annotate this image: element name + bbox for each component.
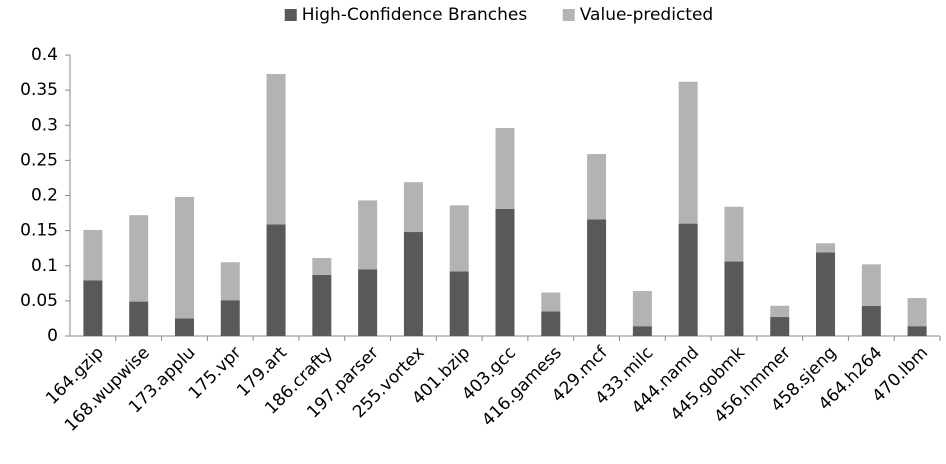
bar-segment (587, 154, 607, 220)
y-tick-label: 0.2 (31, 186, 58, 206)
bar-segment (403, 182, 423, 233)
bar-segment (861, 305, 881, 336)
bar-segment (220, 262, 240, 301)
bar-segment (449, 205, 469, 272)
bar-segment (266, 224, 286, 336)
bar-segment (266, 73, 286, 225)
bar-segment (861, 264, 881, 306)
bar-segment (83, 280, 103, 336)
y-tick-label: 0.3 (31, 115, 58, 135)
bar-segment (816, 252, 836, 336)
legend-label: High-Confidence Branches (302, 5, 528, 25)
bar-segment (174, 318, 194, 336)
y-tick-label: 0.35 (20, 80, 58, 100)
y-tick-label: 0 (47, 326, 58, 346)
legend-label: Value-predicted (580, 5, 713, 25)
y-tick-label: 0.25 (20, 150, 58, 170)
y-tick-label: 0.4 (31, 45, 58, 65)
bar-segment (83, 229, 103, 281)
bar-segment (632, 326, 652, 336)
y-tick-label: 0.1 (31, 256, 58, 276)
legend-swatch (562, 9, 575, 21)
bar-segment (129, 215, 149, 302)
bar-segment (358, 269, 378, 336)
bar-segment (632, 291, 652, 327)
bar-segment (541, 311, 561, 336)
bar-segment (907, 298, 927, 327)
bar-segment (724, 261, 744, 336)
legend-swatch (284, 9, 297, 21)
bar-segment (678, 223, 698, 336)
bar-segment (129, 301, 149, 336)
bar-segment (816, 243, 836, 253)
bar-segment (174, 196, 194, 319)
bar-segment (907, 326, 927, 336)
bar-segment (770, 305, 790, 318)
bar-segment (587, 219, 607, 336)
bar-segment (312, 258, 332, 275)
bar-segment (541, 292, 561, 312)
bar-segment (449, 271, 469, 336)
bar-segment (358, 200, 378, 270)
bar-segment (220, 300, 240, 336)
y-tick-label: 0.05 (20, 291, 58, 311)
bar-segment (770, 317, 790, 336)
y-tick-label: 0.15 (20, 221, 58, 241)
bar-segment (403, 232, 423, 336)
bar-segment (724, 206, 744, 262)
bar-segment (495, 128, 515, 209)
bar-segment (495, 208, 515, 336)
bar-segment (678, 81, 698, 224)
bar-segment (312, 274, 332, 336)
